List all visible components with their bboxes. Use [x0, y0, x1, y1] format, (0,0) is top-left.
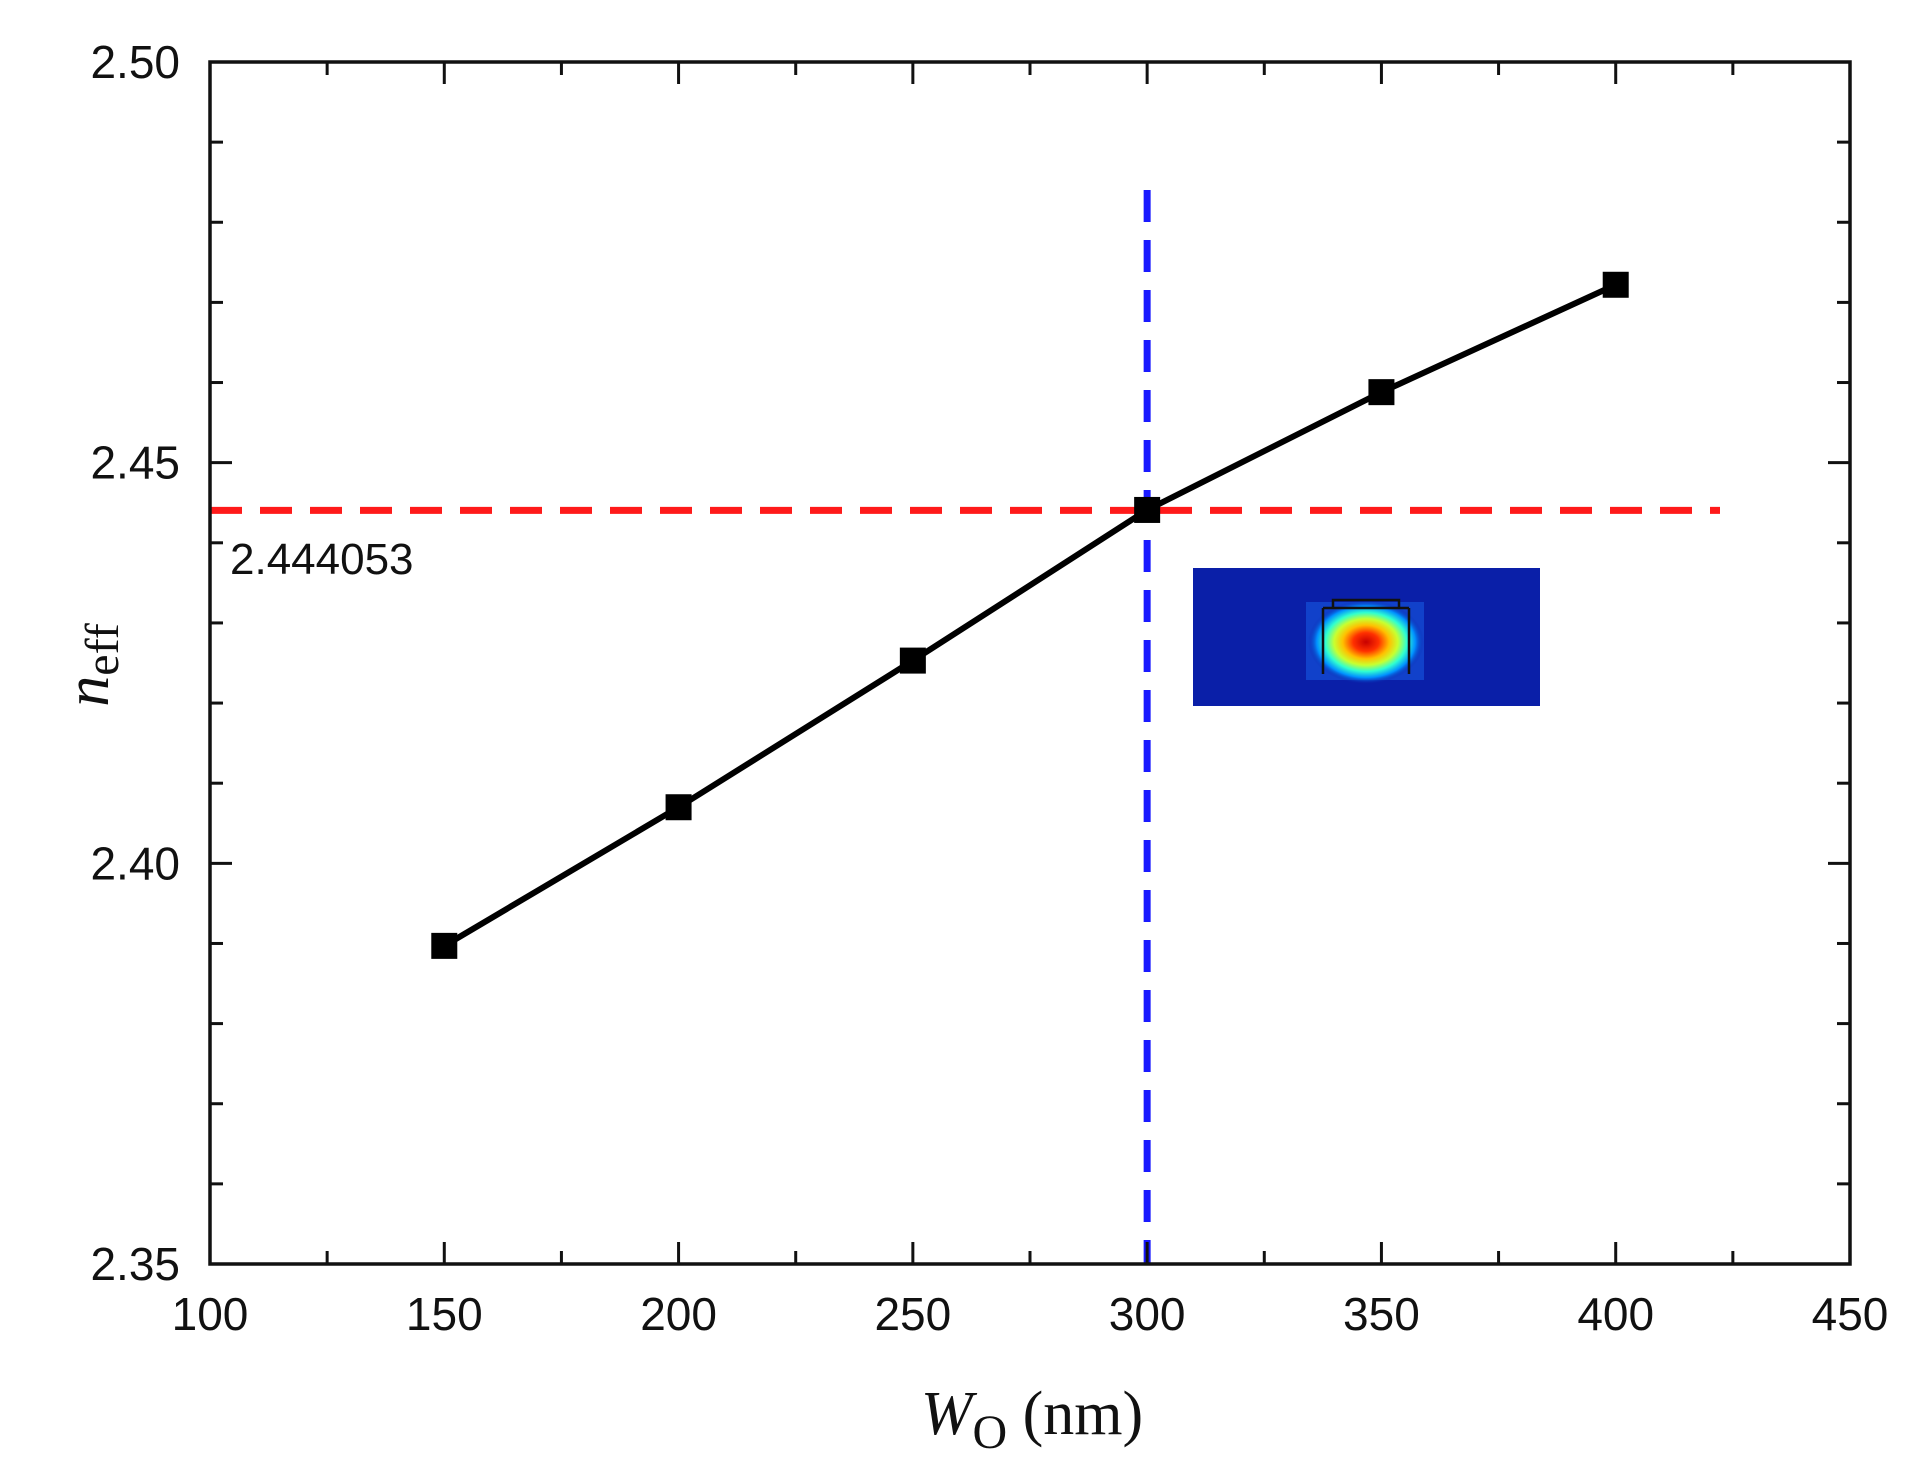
x-tick-label: 150 — [406, 1288, 483, 1340]
data-point-marker — [899, 647, 926, 674]
data-point-marker — [1602, 271, 1629, 298]
x-tick-label: 200 — [640, 1288, 717, 1340]
x-axis-title: WO (nm) — [921, 1380, 1143, 1459]
y-tick-label: 2.50 — [90, 36, 180, 88]
annotation-value: 2.444053 — [230, 535, 414, 584]
x-axis-title-sub: O — [972, 1406, 1007, 1459]
y-axis-title-sub: eff — [76, 623, 129, 675]
series-line — [442, 282, 1617, 949]
x-axis-title-main: W — [921, 1380, 978, 1448]
inset-waveguide-outline — [1321, 606, 1411, 674]
y-tick-label: 2.40 — [90, 837, 180, 889]
x-tick-label: 350 — [1343, 1288, 1420, 1340]
x-tick-label: 400 — [1577, 1288, 1654, 1340]
y-tick-label: 2.35 — [90, 1238, 180, 1290]
data-point-marker — [1368, 379, 1395, 406]
plot-frame — [208, 60, 1852, 1266]
data-point-marker — [665, 794, 692, 821]
data-point-marker — [431, 932, 458, 959]
x-axis-title-units: (nm) — [1007, 1380, 1143, 1448]
inset-waveguide-top — [1331, 598, 1401, 608]
x-tick-label: 250 — [874, 1288, 951, 1340]
inset-mode-field — [1308, 600, 1424, 684]
x-tick-label: 100 — [172, 1288, 249, 1340]
y-axis-title: neff — [54, 623, 129, 706]
x-tick-label: 300 — [1109, 1288, 1186, 1340]
y-tick-label: 2.45 — [90, 437, 180, 489]
x-tick-label: 450 — [1812, 1288, 1889, 1340]
y-axis-title-main: n — [54, 676, 122, 707]
mode-profile-inset — [1193, 568, 1540, 706]
data-point-marker — [1134, 496, 1161, 523]
